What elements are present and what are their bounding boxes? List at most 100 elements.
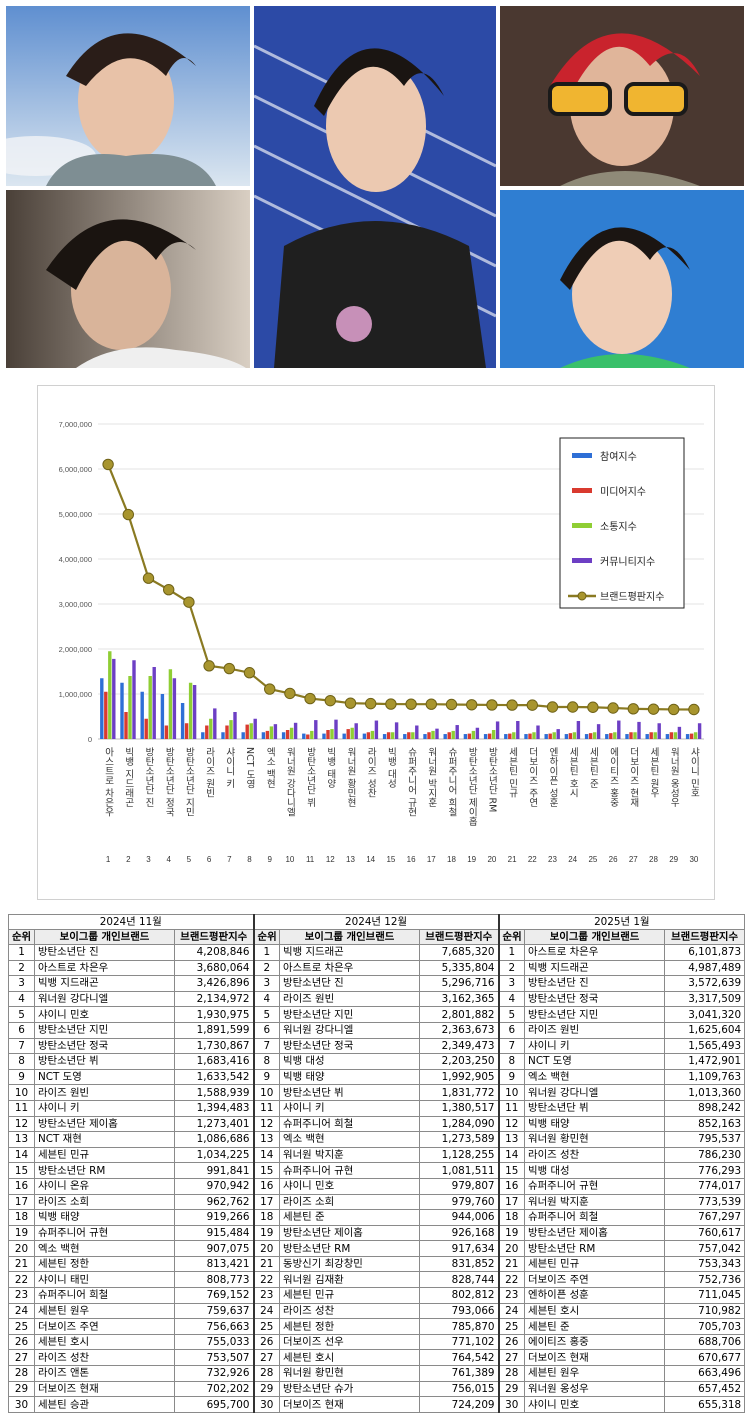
score-cell: 7,685,320 [419, 944, 500, 961]
score-cell: 898,242 [664, 1099, 746, 1117]
bar-소통지수 [693, 732, 698, 739]
rank-cell: 8 [8, 1053, 35, 1070]
name-cell: 엔하이픈 성훈 [524, 1287, 666, 1304]
name-cell: 라이즈 성찬 [279, 1302, 421, 1320]
bar-커뮤니티지수 [455, 725, 459, 739]
score-cell: 1,730,867 [173, 1037, 255, 1055]
bar-커뮤니티지수 [516, 721, 520, 739]
bar-미디어지수 [528, 733, 532, 739]
bar-미디어지수 [326, 730, 330, 739]
name-cell: 방탄소년단 뷔 [34, 1053, 175, 1070]
bar-소통지수 [350, 727, 354, 739]
rank-cell: 29 [252, 1380, 281, 1398]
rank-cell: 26 [8, 1333, 35, 1351]
bar-커뮤니티지수 [152, 667, 156, 739]
rank-cell: 21 [252, 1255, 281, 1273]
bar-소통지수 [209, 718, 213, 739]
rank-cell: 7 [497, 1037, 526, 1055]
rank-label: 18 [447, 855, 456, 864]
name-cell: 샤이니 태민 [34, 1271, 175, 1289]
name-cell: 방탄소년단 RM [279, 1240, 421, 1257]
rank-cell: 3 [8, 975, 35, 992]
month-jan: 2025년 1월 [497, 914, 746, 930]
bar-참여지수 [160, 694, 165, 739]
score-cell: 752,736 [664, 1271, 746, 1289]
score-cell: 1,109,763 [664, 1068, 746, 1086]
bar-소통지수 [188, 682, 193, 739]
score-cell: 1,394,483 [173, 1099, 255, 1117]
bar-미디어지수 [164, 725, 169, 739]
name-cell: 엑소 백현 [279, 1131, 421, 1148]
rank-label: 13 [346, 855, 355, 864]
score-cell: 695,700 [173, 1396, 255, 1413]
bar-참여지수 [463, 734, 468, 739]
name-cell: 세븐틴 준 [279, 1209, 421, 1226]
bar-참여지수 [140, 691, 144, 739]
score-cell: 4,208,846 [173, 944, 255, 961]
legend-swatch [572, 523, 592, 528]
name-cell: 라이즈 소희 [279, 1193, 421, 1211]
rank-cell: 12 [252, 1115, 281, 1133]
name-cell: 빅뱅 지드래곤 [34, 975, 175, 992]
name-cell: 빅뱅 태양 [524, 1115, 666, 1133]
score-cell: 785,870 [419, 1318, 500, 1335]
y-tick-label: 1,000,000 [59, 690, 92, 699]
rank-cell: 23 [8, 1287, 35, 1304]
score-cell: 670,677 [664, 1349, 746, 1367]
table-row: 17 라이즈 소희 962,762 17 라이즈 소희 979,760 17 워너원 박지훈 7… [8, 1193, 746, 1211]
bar-참여지수 [382, 734, 387, 739]
score-cell: 6,101,873 [664, 944, 746, 961]
score-cell: 1,472,901 [664, 1053, 746, 1070]
score-cell: 732,926 [173, 1365, 255, 1382]
name-cell: 방탄소년단 슈가 [279, 1380, 421, 1398]
name-cell: 세븐틴 호시 [279, 1349, 421, 1367]
rank-cell: 9 [8, 1068, 35, 1086]
name-cell: 방탄소년단 진 [34, 944, 175, 961]
rank-label: 9 [267, 855, 272, 864]
name-cell: 방탄소년단 뷔 [279, 1084, 421, 1101]
category-label: 방탄소년단 뷔 [305, 747, 316, 808]
category-label: 워너원 강다니엘 [284, 747, 295, 817]
line-point [486, 699, 498, 711]
score-cell: 756,015 [419, 1380, 500, 1398]
name-cell: 방탄소년단 진 [524, 975, 666, 992]
rank-cell: 17 [8, 1193, 35, 1211]
score-cell: 702,202 [173, 1380, 255, 1398]
category-label: 세븐틴 원우 [648, 747, 659, 798]
name-cell: 샤이니 민호 [34, 1006, 175, 1023]
bar-참여지수 [261, 732, 266, 739]
name-cell: 방탄소년단 정국 [524, 990, 666, 1008]
line-point [405, 698, 417, 710]
name-cell: 빅뱅 대성 [524, 1162, 666, 1179]
score-cell: 756,663 [173, 1318, 255, 1335]
bar-소통지수 [633, 732, 637, 739]
rank-cell: 30 [497, 1396, 526, 1413]
bar-미디어지수 [427, 732, 431, 739]
line-point [203, 660, 215, 672]
score-cell: 3,162,365 [419, 990, 500, 1008]
legend-label: 소통지수 [600, 521, 637, 533]
category-label: 세븐틴 준 [587, 747, 598, 788]
legend-swatch [572, 558, 592, 563]
name-cell: 워너원 옹성우 [524, 1380, 666, 1398]
score-cell: 1,588,939 [173, 1084, 255, 1101]
name-cell: 세븐틴 정한 [279, 1318, 421, 1335]
score-cell: 944,006 [419, 1209, 500, 1226]
rank-cell: 21 [497, 1255, 526, 1273]
name-cell: 방탄소년단 정국 [34, 1037, 175, 1055]
score-cell: 1,683,416 [173, 1053, 255, 1070]
name-cell: 워너원 김재환 [279, 1271, 421, 1289]
rank-cell: 14 [252, 1146, 281, 1164]
bar-소통지수 [431, 730, 435, 739]
name-cell: 세븐틴 민규 [524, 1255, 666, 1273]
rank-cell: 11 [252, 1099, 281, 1117]
score-cell: 1,273,589 [419, 1131, 500, 1148]
header-name: 보이그룹 개인브랜드 [34, 929, 175, 945]
bar-참여지수 [322, 733, 326, 739]
rank-cell: 28 [252, 1365, 281, 1382]
bar-커뮤니티지수 [354, 723, 358, 739]
bar-미디어지수 [265, 730, 270, 739]
category-label: 슈퍼주니어 규현 [406, 747, 417, 817]
score-cell: 1,086,686 [173, 1131, 255, 1148]
y-tick-label: 2,000,000 [59, 645, 92, 654]
